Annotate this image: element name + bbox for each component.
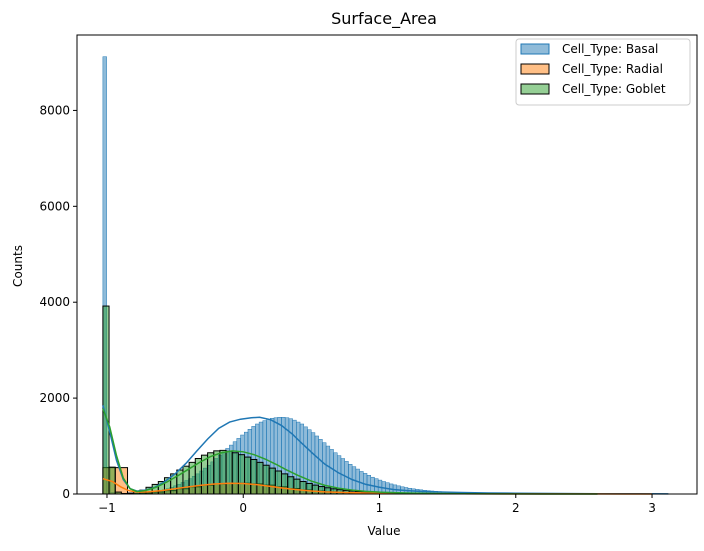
bar xyxy=(214,451,220,494)
x-tick-label: −1 xyxy=(98,501,116,515)
legend-swatch-2 xyxy=(521,84,549,94)
bar xyxy=(257,462,263,494)
y-tick-label: 0 xyxy=(62,487,70,501)
legend-label-0: Cell_Type: Basal xyxy=(562,42,658,56)
bar xyxy=(232,453,238,494)
y-tick-label: 4000 xyxy=(39,295,70,309)
x-tick-label: 1 xyxy=(376,501,384,515)
legend-swatch-1 xyxy=(521,64,549,74)
x-tick-label: 3 xyxy=(648,501,656,515)
bar xyxy=(275,471,281,494)
bar xyxy=(251,459,257,494)
legend-label-1: Cell_Type: Radial xyxy=(562,62,663,76)
bar xyxy=(312,485,318,494)
bar xyxy=(306,483,312,494)
bar xyxy=(245,457,251,494)
bar xyxy=(300,482,306,494)
bar xyxy=(319,439,323,494)
y-tick-label: 2000 xyxy=(39,391,70,405)
bar xyxy=(263,465,269,494)
bar xyxy=(318,487,324,494)
y-tick-label: 6000 xyxy=(39,199,70,213)
bar xyxy=(226,451,232,494)
y-axis-label: Counts xyxy=(11,245,25,287)
bar xyxy=(282,474,288,494)
bar xyxy=(220,450,226,494)
bar xyxy=(238,455,244,494)
bar xyxy=(325,488,331,494)
bar xyxy=(269,468,275,494)
legend-swatch-0 xyxy=(521,44,549,54)
x-tick-label: 0 xyxy=(239,501,247,515)
bar xyxy=(294,479,300,494)
legend: Cell_Type: Basal Cell_Type: Radial Cell_Ty… xyxy=(516,39,690,105)
bar xyxy=(208,453,214,494)
x-tick-label: 2 xyxy=(512,501,520,515)
legend-label-2: Cell_Type: Goblet xyxy=(562,82,666,96)
chart-title: Surface_Area xyxy=(331,9,437,29)
x-axis-label: Value xyxy=(368,524,401,538)
bar xyxy=(288,477,294,494)
y-tick-label: 8000 xyxy=(39,103,70,117)
bar xyxy=(103,306,109,494)
